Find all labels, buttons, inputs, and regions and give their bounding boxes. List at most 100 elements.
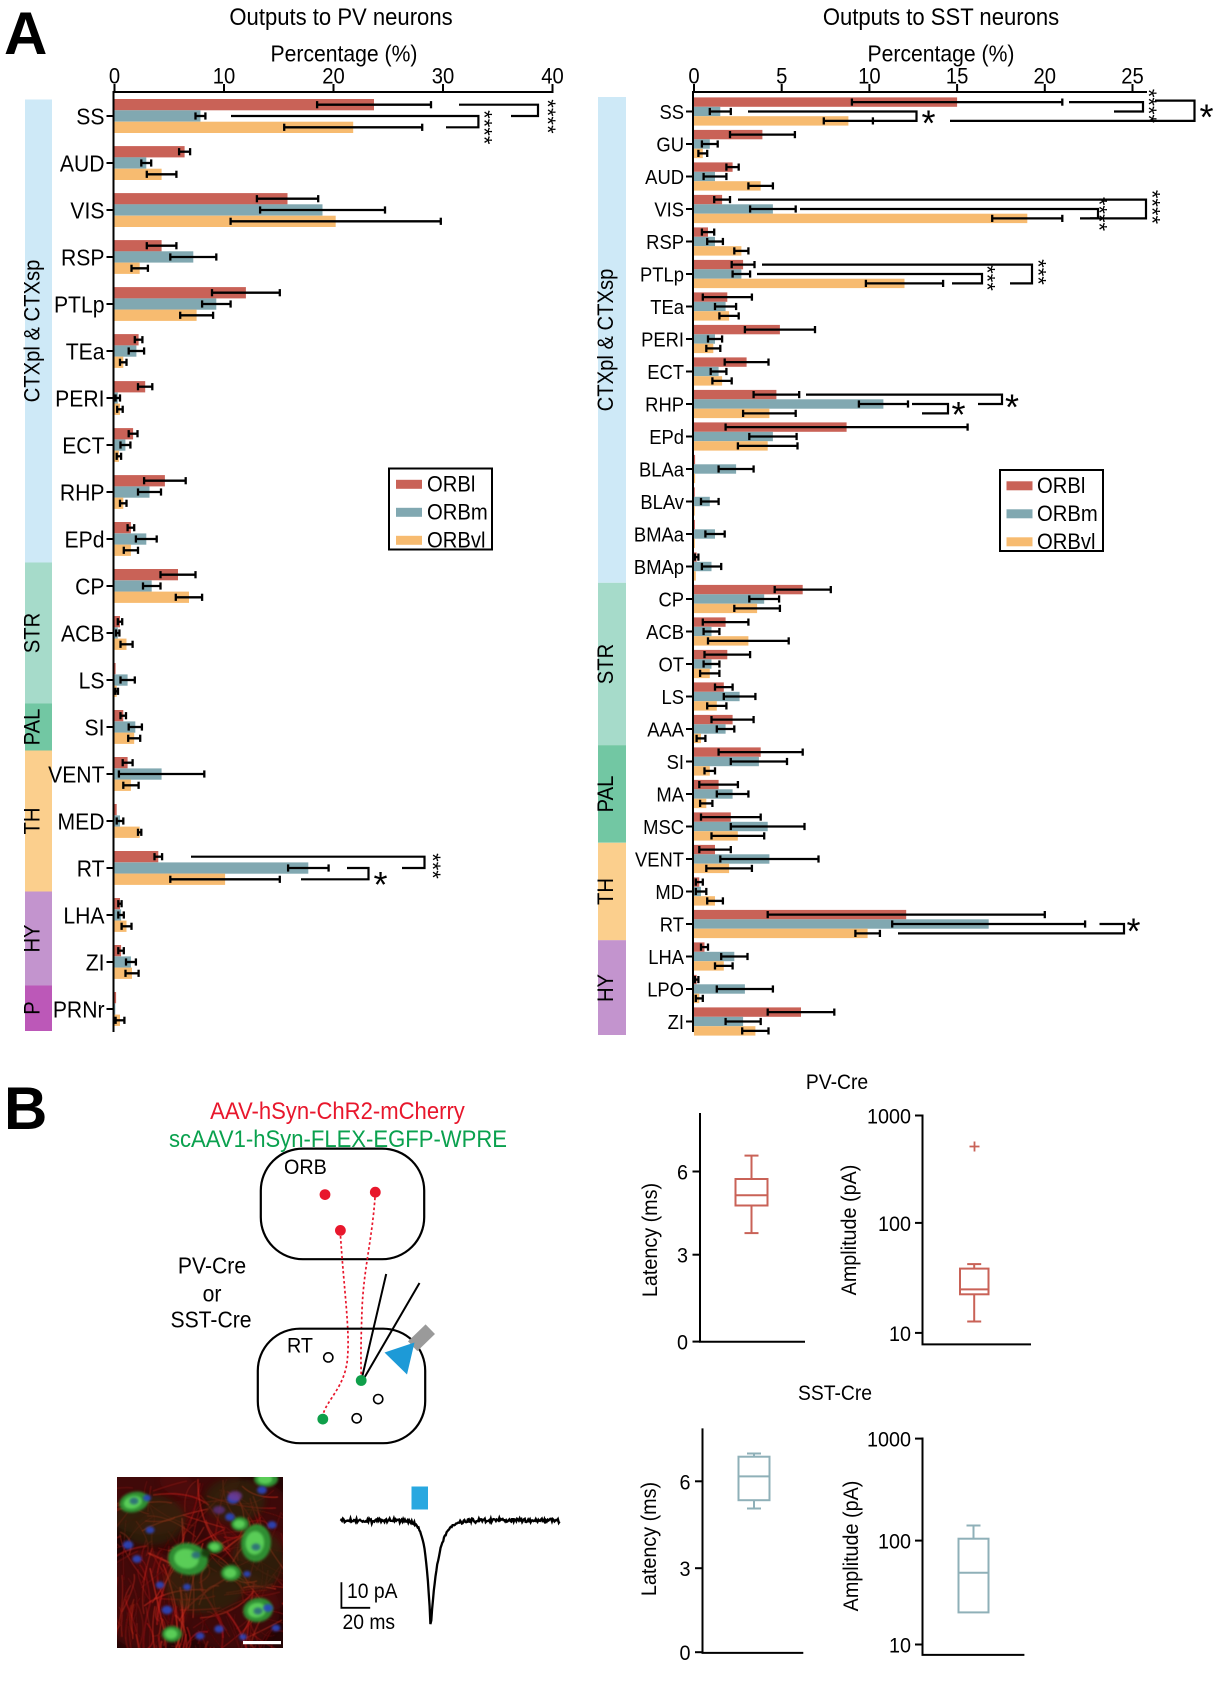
svg-text:10: 10 (889, 1322, 911, 1346)
svg-text:****: **** (1136, 89, 1161, 124)
svg-text:RT: RT (287, 1334, 313, 1358)
svg-text:ZI: ZI (86, 950, 105, 976)
svg-text:ORBvl: ORBvl (1037, 530, 1095, 554)
svg-text:EPd: EPd (65, 527, 105, 553)
svg-text:*: * (921, 103, 935, 144)
svg-text:TEa: TEa (66, 339, 105, 365)
svg-text:CTXpl & CTXsp: CTXpl & CTXsp (594, 269, 618, 412)
svg-text:RSP: RSP (61, 245, 104, 271)
svg-text:B: B (4, 1075, 47, 1142)
svg-text:or: or (203, 1281, 222, 1307)
svg-text:20: 20 (1034, 65, 1057, 89)
svg-text:0: 0 (677, 1331, 688, 1355)
svg-text:****: **** (535, 99, 560, 134)
svg-text:20 ms: 20 ms (343, 1611, 396, 1634)
svg-text:RT: RT (77, 856, 105, 882)
svg-text:ORB: ORB (284, 1155, 327, 1179)
svg-text:HY: HY (594, 974, 618, 1002)
svg-text:10 pA: 10 pA (347, 1580, 398, 1603)
svg-text:TH: TH (594, 878, 618, 905)
svg-text:AAV-hSyn-ChR2-mCherry: AAV-hSyn-ChR2-mCherry (210, 1097, 465, 1124)
svg-text:ECT: ECT (647, 362, 684, 384)
svg-text:ECT: ECT (62, 433, 104, 459)
svg-text:Latency (ms): Latency (ms) (638, 1183, 662, 1297)
svg-text:BMAp: BMAp (634, 557, 684, 579)
svg-text:SST-Cre: SST-Cre (170, 1307, 251, 1333)
svg-text:10: 10 (858, 65, 881, 89)
svg-text:1000: 1000 (867, 1105, 911, 1129)
svg-text:PTLp: PTLp (54, 292, 105, 318)
svg-text:SS: SS (659, 102, 684, 124)
svg-text:PRNr: PRNr (53, 997, 105, 1023)
svg-text:BLAv: BLAv (640, 492, 684, 514)
svg-text:LS: LS (661, 687, 684, 709)
svg-text:*: * (1199, 97, 1213, 138)
svg-text:VIS: VIS (70, 198, 104, 224)
svg-text:***: *** (420, 853, 445, 879)
svg-text:OT: OT (658, 655, 684, 677)
svg-text:RHP: RHP (645, 395, 684, 417)
svg-text:STR: STR (594, 644, 618, 684)
svg-text:SI: SI (667, 752, 684, 774)
svg-text:LHA: LHA (63, 903, 104, 929)
svg-text:ORBl: ORBl (427, 473, 475, 497)
svg-text:CTXpl & CTXsp: CTXpl & CTXsp (21, 260, 45, 403)
svg-text:ACB: ACB (61, 621, 104, 647)
svg-text:*: * (951, 394, 965, 435)
svg-text:LPO: LPO (647, 980, 684, 1002)
svg-text:Amplitude (pA): Amplitude (pA) (839, 1481, 863, 1612)
svg-text:****: **** (472, 110, 497, 145)
svg-text:GU: GU (656, 135, 684, 157)
svg-text:PAL: PAL (21, 708, 45, 745)
svg-text:Latency (ms): Latency (ms) (637, 1482, 661, 1596)
svg-text:ACB: ACB (646, 622, 684, 644)
svg-text:RSP: RSP (646, 232, 684, 254)
svg-text:****: **** (1140, 190, 1165, 225)
svg-text:HY: HY (21, 924, 45, 952)
svg-text:***: *** (1026, 259, 1051, 285)
svg-text:AAA: AAA (647, 720, 684, 742)
svg-text:CP: CP (658, 590, 684, 612)
svg-text:EPd: EPd (649, 427, 684, 449)
svg-text:15: 15 (946, 65, 969, 89)
svg-text:1000: 1000 (867, 1428, 911, 1452)
svg-text:3: 3 (680, 1557, 691, 1581)
svg-text:100: 100 (878, 1530, 911, 1554)
svg-text:Percentage (%): Percentage (%) (868, 41, 1015, 67)
svg-text:Outputs to PV neurons: Outputs to PV neurons (229, 3, 452, 30)
svg-text:ORBm: ORBm (427, 501, 488, 525)
svg-text:25: 25 (1121, 65, 1144, 89)
svg-text:VIS: VIS (654, 200, 684, 222)
svg-text:PV-Cre: PV-Cre (178, 1253, 246, 1279)
svg-text:VENT: VENT (635, 850, 684, 872)
svg-text:PTLp: PTLp (640, 265, 684, 287)
svg-text:6: 6 (680, 1471, 691, 1495)
svg-text:MA: MA (656, 785, 684, 807)
svg-text:***: *** (975, 265, 1000, 291)
svg-text:LHA: LHA (648, 947, 684, 969)
svg-text:MSC: MSC (643, 817, 684, 839)
svg-text:AUD: AUD (645, 167, 684, 189)
svg-text:TEa: TEa (650, 297, 684, 319)
svg-text:PERI: PERI (55, 386, 104, 412)
svg-text:ORBvl: ORBvl (427, 529, 485, 553)
svg-text:RHP: RHP (60, 480, 105, 506)
svg-text:VENT: VENT (48, 762, 104, 788)
svg-text:AUD: AUD (60, 151, 105, 177)
svg-text:TH: TH (21, 808, 45, 835)
svg-text:0: 0 (688, 65, 699, 89)
svg-text:30: 30 (432, 65, 455, 89)
svg-text:ZI: ZI (668, 1012, 684, 1034)
svg-text:MD: MD (655, 882, 684, 904)
svg-text:SS: SS (76, 104, 104, 130)
svg-text:*: * (1126, 911, 1140, 952)
svg-text:CP: CP (75, 574, 104, 600)
svg-text:SI: SI (85, 715, 105, 741)
svg-text:*: * (1005, 387, 1019, 428)
svg-text:RT: RT (660, 915, 684, 937)
svg-text:BMAa: BMAa (634, 525, 684, 547)
svg-text:ORBm: ORBm (1037, 502, 1098, 526)
svg-text:Percentage (%): Percentage (%) (271, 41, 418, 67)
svg-text:*: * (373, 864, 387, 905)
svg-text:PERI: PERI (641, 330, 684, 352)
